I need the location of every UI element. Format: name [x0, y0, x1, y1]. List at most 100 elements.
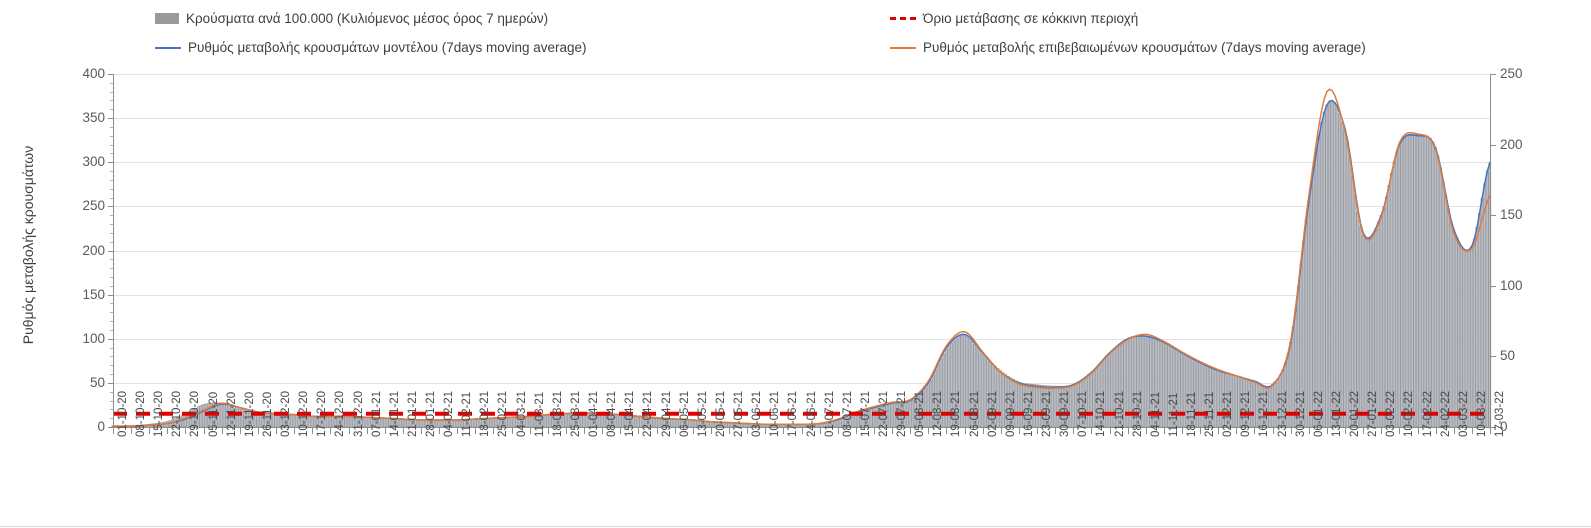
- x-tick-mark: [946, 428, 948, 434]
- bar: [1271, 384, 1274, 428]
- x-tick-mark: [710, 428, 712, 434]
- x-tick-mark: [312, 428, 314, 434]
- x-tick-label: 03-03-22: [1457, 390, 1470, 437]
- legend-item-confirmed[interactable]: Ρυθμός μεταβολής επιβεβαιωμένων κρουσμάτ…: [890, 41, 1366, 55]
- x-tick-label: 10-06-21: [769, 390, 782, 437]
- y-tick-mark-right: [1490, 144, 1496, 146]
- x-tick-label: 06-01-22: [1312, 390, 1325, 437]
- bar: [849, 416, 852, 428]
- bar: [1001, 372, 1005, 428]
- grid-line: [113, 162, 1490, 164]
- x-tick-label: 10-02-22: [1403, 390, 1416, 437]
- bar: [693, 419, 697, 428]
- x-tick-label: 25-03-21: [569, 390, 582, 437]
- bar: [1144, 336, 1147, 428]
- x-tick-mark: [1000, 428, 1002, 434]
- grid-line: [113, 382, 1490, 384]
- bar: [1012, 379, 1015, 428]
- x-tick-mark: [982, 428, 984, 434]
- bar: [1048, 385, 1052, 428]
- y-tick-label-right: 50: [1500, 348, 1516, 364]
- bar: [843, 418, 847, 428]
- bar: [691, 419, 694, 428]
- x-tick-label: 18-02-21: [479, 390, 492, 437]
- x-tick-label: 09-09-21: [1004, 390, 1017, 437]
- x-axis-line: [113, 427, 1490, 428]
- y-minor-tick-left: [110, 241, 114, 243]
- x-tick-mark: [131, 428, 133, 434]
- legend-item-threshold[interactable]: Όριο μετάβασης σε κόκκινη περιοχή: [890, 12, 1138, 26]
- bar: [310, 415, 314, 428]
- x-tick-mark: [257, 428, 259, 434]
- bar: [1089, 373, 1093, 428]
- bar: [349, 415, 353, 428]
- bar: [831, 422, 834, 428]
- x-tick-mark: [1163, 428, 1165, 434]
- x-tick-label: 11-03-21: [533, 391, 546, 437]
- y-tick-label-left: 250: [82, 198, 105, 214]
- x-tick-label: 17-03-22: [1494, 390, 1506, 437]
- x-tick-mark: [1381, 428, 1383, 434]
- x-tick-mark: [584, 428, 586, 434]
- bar: [1439, 167, 1442, 428]
- bar: [1216, 370, 1220, 428]
- x-tick-mark: [565, 428, 567, 434]
- bar: [1053, 385, 1057, 428]
- y-tick-label-left: 350: [82, 110, 105, 126]
- y-minor-tick-left: [110, 365, 114, 367]
- y-minor-tick-left: [110, 391, 114, 393]
- x-tick-mark: [167, 428, 169, 434]
- bar: [957, 336, 961, 428]
- x-tick-label: 22-07-21: [877, 390, 890, 437]
- x-tick-mark: [149, 428, 151, 434]
- y-axis-line-right: [1490, 74, 1491, 428]
- bar: [1180, 353, 1184, 428]
- y-tick-label-left: 150: [82, 286, 105, 302]
- x-tick-mark: [547, 428, 549, 434]
- bar: [510, 416, 513, 428]
- x-tick-label: 28-01-21: [425, 390, 437, 437]
- x-tick-mark: [348, 428, 350, 434]
- bar: [1195, 361, 1199, 428]
- x-tick-label: 06-05-21: [678, 390, 691, 437]
- x-tick-label: 22-10-20: [171, 390, 184, 437]
- legend-item-model[interactable]: Ρυθμός μεταβολής κρουσμάτων μοντέλου (7d…: [155, 41, 587, 55]
- x-tick-label: 21-01-21: [406, 390, 419, 437]
- bar: [398, 419, 402, 428]
- bar: [1351, 176, 1354, 428]
- confirmed-rate-line[interactable]: [112, 88, 1491, 427]
- x-tick-label: 26-11-20: [261, 391, 274, 437]
- bar: [437, 419, 441, 428]
- y-tick-label-left: 200: [82, 242, 105, 258]
- bar: [618, 414, 622, 428]
- y-tick-mark-right: [1490, 74, 1496, 75]
- bar: [191, 409, 195, 428]
- bar: [1009, 377, 1013, 428]
- bar: [911, 399, 914, 428]
- bar: [199, 405, 203, 428]
- x-tick-label: 08-04-21: [606, 390, 619, 437]
- y-minor-tick-left: [110, 135, 114, 137]
- bar: [655, 416, 658, 428]
- plot-canvas[interactable]: [0, 62, 1591, 528]
- x-tick-mark: [421, 428, 422, 434]
- bar: [890, 404, 894, 428]
- x-tick-label: 16-09-21: [1022, 390, 1035, 437]
- x-tick-label: 23-09-21: [1041, 390, 1054, 437]
- bar: [1043, 385, 1046, 428]
- x-tick-label: 03-02-22: [1385, 390, 1398, 437]
- x-tick-mark: [239, 428, 241, 434]
- bar: [965, 335, 969, 428]
- bar: [1395, 151, 1398, 428]
- legend-item-bars[interactable]: Κρούσματα ανά 100.000 (Κυλιόμενος μέσος …: [155, 12, 548, 26]
- x-tick-mark: [1218, 428, 1220, 434]
- x-tick-mark: [638, 428, 640, 434]
- x-tick-label: 01-04-21: [588, 390, 601, 437]
- bar: [567, 412, 570, 428]
- y-minor-tick-left: [110, 179, 114, 181]
- x-tick-label: 17-12-20: [316, 390, 329, 437]
- bar: [1234, 375, 1238, 428]
- x-tick-mark: [330, 428, 332, 434]
- bar: [908, 401, 912, 428]
